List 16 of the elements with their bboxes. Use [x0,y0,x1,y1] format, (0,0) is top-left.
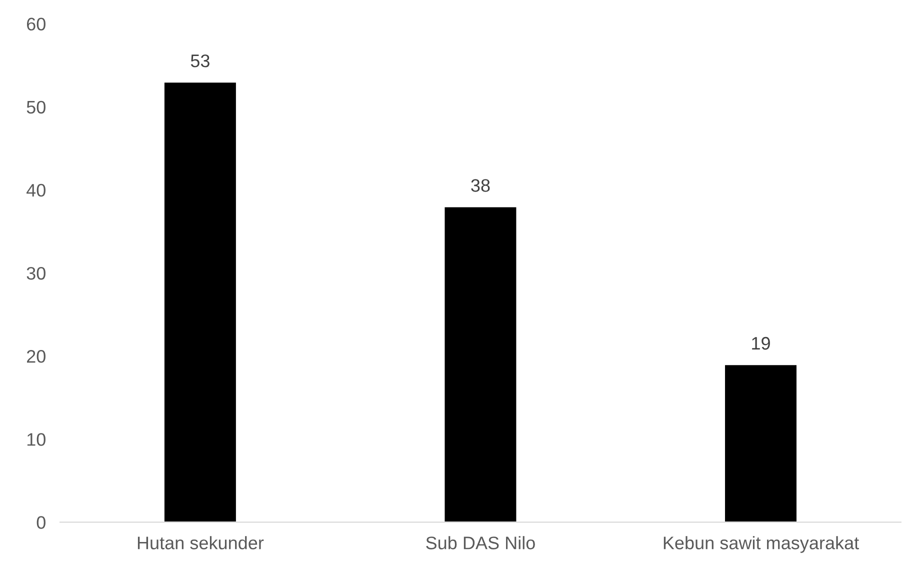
x-tick-label: Sub DAS Nilo [426,536,535,550]
y-tick-label: 0 [36,516,46,529]
y-tick-label: 60 [27,18,46,31]
y-tick-label: 40 [26,184,46,197]
x-tick-label: Kebun sawit masyarakat [664,536,859,553]
bar [163,81,238,522]
data-label: 19 [752,336,770,350]
y-tick-label: 50 [26,100,46,114]
y-tick-label: 20 [27,350,46,363]
data-label: 53 [190,54,210,68]
bar [724,364,798,522]
bar [443,206,518,522]
y-tick-label: 10 [27,433,46,446]
data-label: 38 [471,179,490,192]
x-tick-label: Hutan sekunder [138,536,264,550]
y-tick-label: 30 [26,266,46,280]
